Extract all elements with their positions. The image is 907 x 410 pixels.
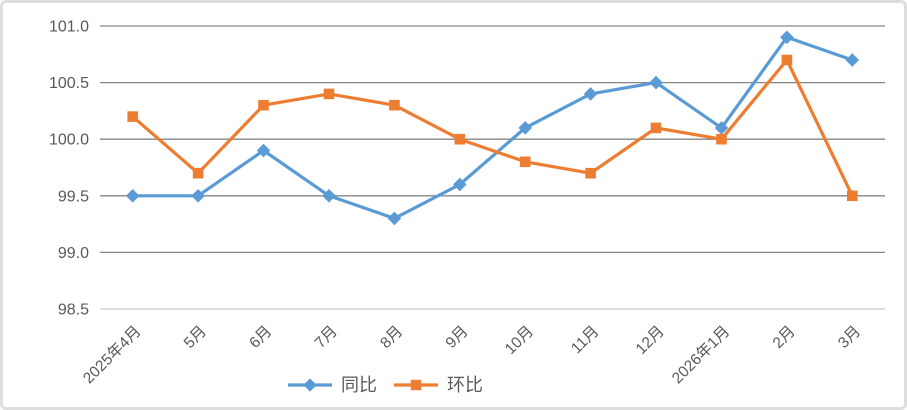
data-point-square [127, 111, 138, 122]
data-point-square [847, 190, 858, 202]
data-point-diamond [387, 211, 402, 226]
data-point-square [258, 99, 269, 111]
data-point-diamond [845, 53, 860, 67]
x-tick-label: 11月 [568, 323, 602, 357]
data-point-diamond [256, 143, 271, 158]
data-point-square [585, 167, 596, 179]
data-point-square [323, 88, 335, 100]
legend-item-mom: 环比 [393, 375, 483, 395]
data-point-diamond [191, 189, 205, 203]
series-line-mom [131, 58, 854, 198]
y-tick-label: 99.0 [58, 245, 89, 262]
y-tick-label: 100.0 [49, 132, 89, 149]
chart-canvas: 101.0 100.5 100.0 99.5 99.0 98.5 2025年4月 5月 6月 7月… [49, 19, 885, 387]
x-tick-label: 7月 [312, 323, 341, 352]
x-tick-label: 3月 [835, 323, 864, 352]
mom-line-square-icon [394, 379, 438, 391]
data-point-square [716, 133, 727, 145]
yoy-line-diamond-icon [288, 378, 332, 392]
data-point-diamond [649, 75, 663, 90]
x-tick-label: 10月 [502, 323, 537, 358]
data-point-diamond [125, 189, 140, 203]
x-tick-label: 2月 [770, 323, 799, 352]
data-point-square [519, 156, 531, 168]
data-point-diamond [583, 87, 598, 101]
x-tick-label: 8月 [377, 323, 406, 352]
y-tick-label: 99.5 [58, 188, 89, 205]
data-point-diamond [453, 177, 467, 192]
x-tick-label: 12月 [633, 323, 668, 358]
x-tick-label: 2026年1月 [668, 322, 733, 387]
x-tick-label: 6月 [246, 323, 275, 352]
x-tick-label: 2025年4月 [79, 322, 144, 387]
series-line-yoy [131, 35, 854, 220]
y-tick-label: 101.0 [49, 19, 89, 36]
data-point-square [389, 99, 400, 111]
data-point-square [192, 167, 204, 179]
legend-label-yoy: 同比 [341, 375, 377, 395]
x-tick-label: 9月 [443, 323, 472, 352]
y-tick-label: 98.5 [58, 302, 89, 319]
y-tick-label: 100.5 [49, 75, 89, 92]
legend-item-yoy: 同比 [287, 375, 377, 395]
legend-label-mom: 环比 [447, 375, 483, 395]
chart-legend: 同比 环比 [287, 375, 483, 395]
data-point-square [454, 133, 466, 145]
x-tick-label: 5月 [181, 323, 210, 352]
data-point-square [781, 54, 793, 66]
data-point-square [650, 122, 662, 134]
data-point-diamond [322, 189, 336, 203]
